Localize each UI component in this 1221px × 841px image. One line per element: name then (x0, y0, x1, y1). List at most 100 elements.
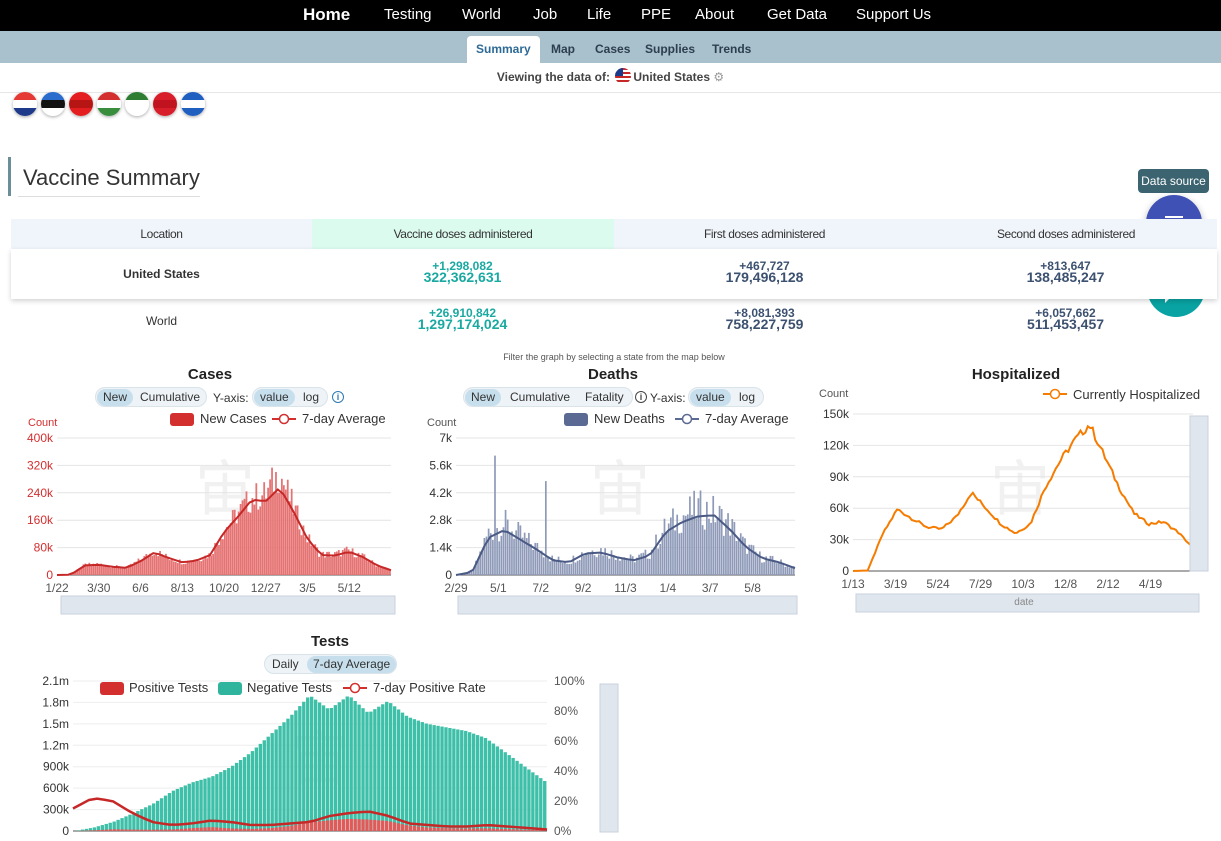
legend-marker (278, 413, 290, 425)
albania-flag-icon[interactable] (69, 92, 93, 116)
case-bar (369, 562, 372, 575)
death-bar (623, 557, 626, 575)
positive-test-bar (420, 826, 424, 831)
legend-label: Currently Hospitalized (1073, 387, 1200, 402)
y-tick-label: 300k (43, 803, 70, 817)
table-header: Location Vaccine doses administered Firs… (11, 219, 1217, 249)
morocco-flag-icon[interactable] (153, 92, 177, 116)
negative-test-bar (80, 829, 85, 831)
negative-test-bar (381, 704, 385, 831)
deaths-new-toggle[interactable]: New (465, 389, 502, 406)
case-bar (227, 527, 230, 575)
case-bar (84, 563, 87, 575)
tests-daily-toggle[interactable]: Daily (272, 657, 299, 671)
col-vaccine-doses[interactable]: Vaccine doses administered (312, 219, 614, 249)
death-bar (466, 572, 469, 575)
croatia-flag-icon[interactable] (13, 92, 37, 116)
death-bar (610, 550, 613, 575)
positive-test-bar (317, 821, 322, 831)
tab-supplies[interactable]: Supplies (645, 42, 696, 56)
col-second-doses[interactable]: Second doses administered (996, 227, 1136, 241)
nav-about[interactable]: About (695, 6, 735, 23)
death-bar (604, 548, 607, 575)
positive-test-bar (475, 828, 480, 831)
tab-map[interactable]: Map (551, 42, 575, 56)
hungary-flag-icon[interactable] (97, 92, 121, 116)
positive-test-bar (523, 829, 527, 831)
info-icon[interactable]: i (332, 391, 344, 403)
negative-test-bar (396, 709, 401, 831)
positive-test-bar (325, 820, 330, 831)
nav-testing[interactable]: Testing (384, 6, 432, 23)
greece-flag-icon[interactable] (181, 92, 205, 116)
case-bar (247, 511, 250, 575)
y-tick-label: 0 (46, 568, 53, 582)
tab-summary[interactable]: Summary (467, 36, 540, 63)
negative-test-bar (191, 782, 195, 831)
nav-life[interactable]: Life (587, 6, 612, 23)
info-icon[interactable]: i (635, 391, 647, 403)
x-axis-title: date (1014, 597, 1034, 608)
negative-test-bar (444, 727, 448, 831)
death-bar (788, 567, 791, 575)
hospitalized-title: Hospitalized (971, 366, 1061, 383)
cases-log-toggle[interactable]: log (303, 390, 320, 404)
estonia-flag-icon[interactable] (41, 92, 65, 116)
y-tick-label: 1.8m (42, 695, 69, 709)
case-bar (66, 574, 69, 575)
nav-world[interactable]: World (462, 6, 501, 23)
positive-test-bar (286, 826, 290, 831)
negative-test-bar (539, 778, 543, 831)
death-bar (504, 509, 507, 575)
gear-icon[interactable]: ⚙ (713, 70, 725, 84)
data-source-button[interactable]: Data source (1138, 169, 1209, 193)
table-row[interactable]: World +26,910,842 1,297,174,024 +8,081,3… (11, 296, 1217, 346)
deaths-mode-toggle: New Cumulative Fatality (463, 387, 633, 407)
negative-test-bar (128, 814, 132, 831)
legend-label: Negative Tests (247, 680, 333, 695)
deaths-value-toggle[interactable]: value (690, 389, 731, 406)
cases-value-toggle[interactable]: value (254, 389, 295, 406)
nav-home[interactable]: Home (303, 5, 351, 24)
nav-job[interactable]: Job (533, 6, 558, 23)
case-bar (243, 498, 246, 575)
col-first-doses[interactable]: First doses administered (703, 227, 826, 241)
death-bar (716, 517, 719, 575)
tab-trends[interactable]: Trends (712, 42, 752, 56)
negative-test-bar (491, 743, 496, 831)
case-bar (147, 556, 150, 575)
death-bar (699, 490, 702, 575)
deaths-log-toggle[interactable]: log (739, 390, 756, 404)
deaths-fatality-toggle[interactable]: Fatality (585, 390, 624, 404)
nav-support-us[interactable]: Support Us (856, 6, 932, 23)
chat-icon-tail (1165, 295, 1173, 303)
negative-test-bar (313, 699, 318, 831)
nav-get-data[interactable]: Get Data (767, 6, 828, 23)
case-bar (255, 483, 258, 575)
deaths-cumulative-toggle[interactable]: Cumulative (510, 390, 571, 404)
case-bar (353, 557, 356, 575)
negative-test-bar (199, 779, 203, 831)
death-bar (557, 556, 560, 575)
death-bar (502, 527, 505, 575)
case-bar (345, 546, 348, 575)
tests-7day-toggle[interactable]: 7-day Average (307, 656, 397, 673)
cases-new-toggle[interactable]: New (97, 389, 134, 406)
case-bar (379, 567, 381, 575)
table-row[interactable]: United States +1,298,082 322,362,631 +46… (11, 249, 1217, 299)
cases-cumulative-toggle[interactable]: Cumulative (140, 390, 201, 404)
country-selector[interactable]: United States (633, 70, 711, 84)
positive-test-bar (412, 826, 417, 831)
case-bar (235, 523, 238, 575)
nav-ppe[interactable]: PPE (641, 6, 672, 23)
negative-test-bar (353, 700, 357, 831)
case-bar (357, 552, 360, 575)
death-bar (523, 532, 526, 575)
x-tick-label: 11/3 (614, 581, 637, 595)
tab-cases[interactable]: Cases (595, 42, 631, 56)
negative-test-bar (523, 766, 527, 831)
algeria-flag-icon[interactable] (125, 92, 149, 116)
death-bar (570, 563, 573, 575)
negative-test-bar (404, 715, 409, 831)
